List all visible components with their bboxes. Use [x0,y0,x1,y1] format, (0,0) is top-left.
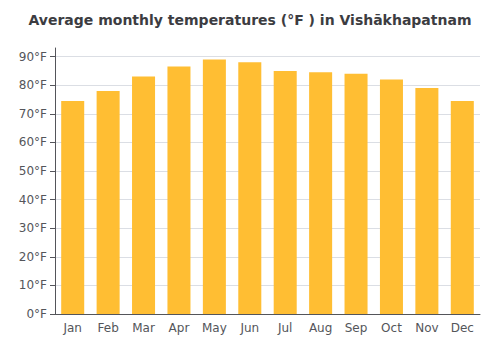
svg-text:70°F: 70°F [19,107,47,121]
svg-text:10°F: 10°F [19,278,47,292]
svg-text:90°F: 90°F [19,50,47,64]
svg-text:Jun: Jun [239,321,259,335]
svg-text:Average monthly temperatures (: Average monthly temperatures (°F ) in Vi… [28,12,471,28]
svg-text:80°F: 80°F [19,78,47,92]
svg-text:Oct: Oct [381,321,402,335]
svg-text:Jul: Jul [277,321,292,335]
svg-text:20°F: 20°F [19,250,47,264]
svg-text:40°F: 40°F [19,193,47,207]
svg-text:Jan: Jan [62,321,82,335]
svg-text:Mar: Mar [132,321,155,335]
svg-text:50°F: 50°F [19,164,47,178]
svg-text:Aug: Aug [309,321,332,335]
svg-text:May: May [202,321,227,335]
svg-text:Nov: Nov [415,321,438,335]
svg-text:Sep: Sep [345,321,368,335]
svg-text:0°F: 0°F [26,307,47,321]
svg-text:60°F: 60°F [19,135,47,149]
svg-text:30°F: 30°F [19,221,47,235]
svg-text:Dec: Dec [451,321,474,335]
svg-text:Apr: Apr [169,321,190,335]
svg-text:Feb: Feb [98,321,119,335]
